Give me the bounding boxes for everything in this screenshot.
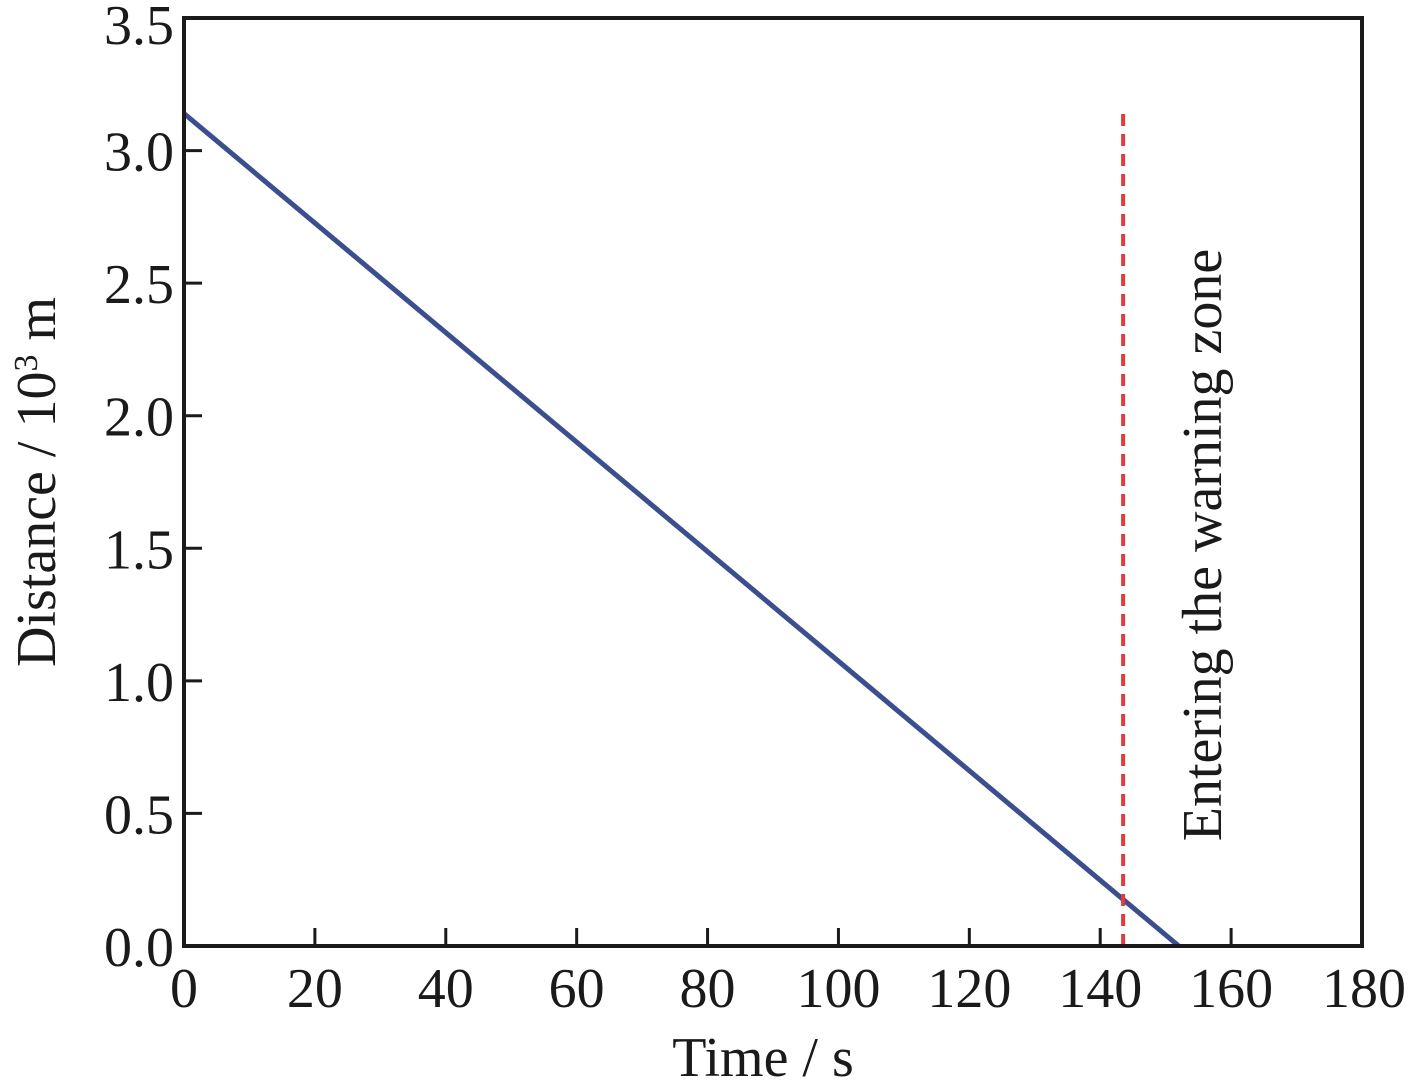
plot-frame	[182, 16, 1364, 948]
x-tick-label: 60	[549, 958, 605, 1020]
y-tick-label: 2.5	[104, 254, 174, 316]
y-tick-label: 2.0	[104, 387, 174, 449]
x-tick-label: 100	[796, 958, 880, 1020]
x-axis-title: Time / s	[672, 1027, 854, 1082]
y-tick-label: 0.5	[104, 784, 174, 846]
y-tick-label: 3.5	[104, 0, 174, 57]
x-tick-label: 20	[287, 958, 343, 1020]
y-tick-label: 1.5	[104, 519, 174, 581]
y-axis-title: Distance / 103 m	[6, 297, 68, 667]
y-tick-label: 3.0	[104, 122, 174, 184]
x-tick-label: 140	[1058, 958, 1142, 1020]
plot-marks: Entering the warning zone	[182, 110, 1234, 948]
series-line-0	[182, 111, 1181, 948]
y-axis-title-main: Distance / 10	[6, 372, 68, 667]
y-tick-label: 1.0	[104, 652, 174, 714]
x-tick-label: 120	[927, 958, 1011, 1020]
axis-ticks	[182, 16, 1364, 948]
y-tick-label: 0.0	[104, 917, 174, 979]
y-axis-title-superscript: 3	[8, 355, 45, 372]
warning-zone-label: Entering the warning zone	[1172, 249, 1234, 841]
x-tick-label: 40	[418, 958, 474, 1020]
y-axis-title-unit: m	[6, 297, 68, 355]
tick-labels: 0 20 40 60 80 100 120 140 160 180 0.0 0.5 1.0 1.5 2.0 2…	[104, 0, 1406, 1020]
x-tick-label: 0	[170, 958, 198, 1020]
x-tick-label: 160	[1189, 958, 1273, 1020]
x-tick-label: 180	[1322, 958, 1406, 1020]
x-tick-label: 80	[680, 958, 736, 1020]
